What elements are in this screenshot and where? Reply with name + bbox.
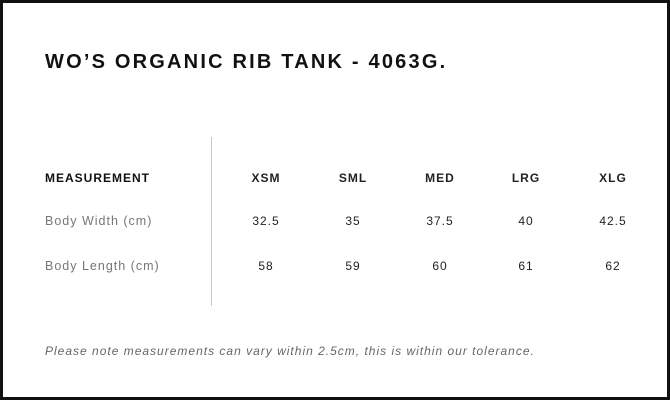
- cell-value: 58: [258, 259, 274, 273]
- cell-value: 42.5: [599, 214, 627, 228]
- cell-value: 32.5: [252, 214, 280, 228]
- row-label: Body Width (cm): [45, 214, 153, 228]
- size-header-med: MED: [425, 171, 455, 185]
- size-header-xsm: XSM: [251, 171, 281, 185]
- measurement-header: MEASUREMENT: [45, 171, 151, 185]
- cell-value: 35: [345, 214, 361, 228]
- cell-value: 61: [518, 259, 534, 273]
- column-divider: [211, 137, 212, 306]
- size-header-lrg: LRG: [511, 171, 541, 185]
- size-header-sml: SML: [338, 171, 368, 185]
- cell-value: 59: [345, 259, 361, 273]
- cell-value: 40: [518, 214, 534, 228]
- cell-value: 62: [605, 259, 621, 273]
- row-label: Body Length (cm): [45, 259, 160, 273]
- cell-value: 37.5: [426, 214, 454, 228]
- size-header-xlg: XLG: [599, 171, 627, 185]
- cell-value: 60: [432, 259, 448, 273]
- tolerance-note: Please note measurements can vary within…: [45, 344, 535, 358]
- page-title: WO’S ORGANIC RIB TANK - 4063G.: [45, 51, 448, 73]
